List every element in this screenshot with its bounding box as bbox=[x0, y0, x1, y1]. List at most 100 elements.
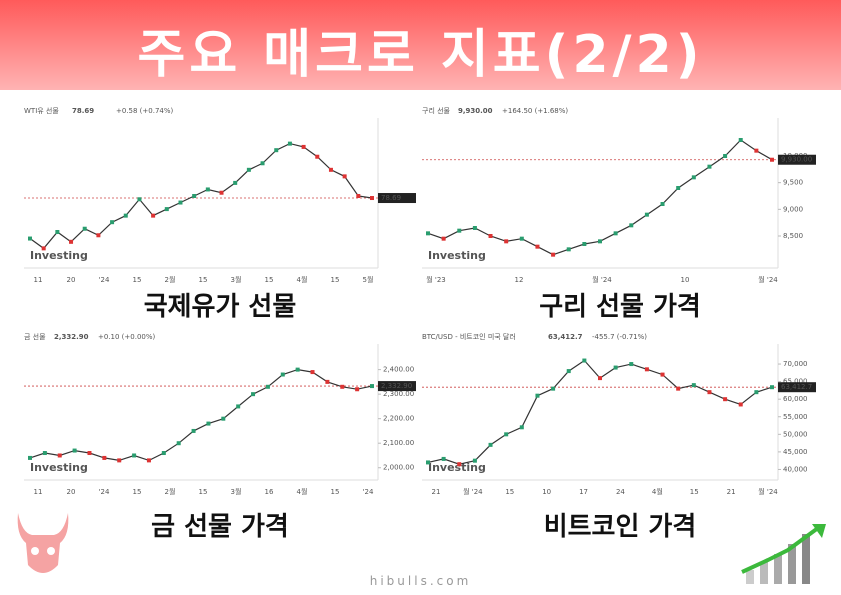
candle bbox=[613, 365, 618, 370]
chart-header: BTC/USD - 비트코인 미국 달러 bbox=[422, 332, 516, 341]
caption: 국제유가 선물 bbox=[143, 292, 297, 322]
candle bbox=[110, 220, 115, 225]
candle bbox=[287, 141, 292, 146]
x-tick-label: 월 '24 bbox=[463, 487, 483, 496]
x-tick-label: 4월 bbox=[297, 275, 308, 284]
y-tick-label: 40,000 bbox=[783, 465, 808, 473]
x-tick-label: 12 bbox=[515, 276, 524, 284]
candle bbox=[55, 230, 60, 234]
last-price-box bbox=[378, 381, 416, 392]
chart: 구리 선물 9,930.00 +164.50 (+1.68%) Investing 8,… bbox=[420, 102, 818, 286]
candle bbox=[582, 358, 587, 363]
candle bbox=[598, 239, 602, 244]
candle bbox=[164, 207, 169, 212]
x-tick-label: 월 '23 bbox=[426, 275, 446, 284]
y-tick-label: 2,400.00 bbox=[383, 366, 414, 374]
candle bbox=[370, 196, 374, 201]
chart: 금 선물 2,332.90 +0.10 (+0.00%) Investing 2,000… bbox=[22, 328, 418, 498]
x-tick-label: 11 bbox=[34, 276, 43, 284]
candle bbox=[260, 161, 265, 166]
candle bbox=[660, 202, 665, 206]
x-tick-label: 15 bbox=[133, 488, 142, 496]
candle bbox=[87, 451, 92, 456]
candle bbox=[219, 190, 224, 195]
candle bbox=[310, 370, 315, 375]
candle bbox=[192, 194, 197, 198]
candle bbox=[426, 231, 430, 236]
price: 78.69 bbox=[72, 107, 94, 115]
candle bbox=[551, 252, 556, 257]
x-tick-label: 15 bbox=[133, 276, 142, 284]
x-tick-label: 20 bbox=[67, 276, 76, 284]
candle bbox=[205, 187, 210, 192]
candle bbox=[472, 458, 477, 463]
candle bbox=[28, 455, 32, 460]
x-tick-label: 15 bbox=[265, 276, 274, 284]
candle bbox=[660, 372, 665, 377]
candle bbox=[644, 212, 649, 217]
change: +164.50 (+1.68%) bbox=[502, 107, 568, 115]
x-tick-label: 15 bbox=[199, 276, 208, 284]
candle bbox=[295, 367, 300, 372]
candle bbox=[370, 384, 374, 389]
x-tick-label: '24 bbox=[99, 488, 110, 496]
last-price-box bbox=[378, 193, 416, 204]
candle bbox=[644, 367, 649, 372]
candle bbox=[754, 390, 759, 395]
candle bbox=[519, 236, 524, 241]
price: 2,332.90 bbox=[54, 333, 89, 341]
candle bbox=[770, 157, 774, 162]
candle bbox=[629, 362, 634, 367]
x-tick-label: 3월 bbox=[231, 487, 242, 496]
y-tick-label: 70,000 bbox=[783, 360, 808, 368]
candle bbox=[265, 384, 270, 389]
candle bbox=[151, 213, 156, 218]
candle bbox=[598, 376, 602, 381]
x-tick-label: 15 bbox=[505, 488, 514, 496]
x-tick-label: 2월 bbox=[165, 275, 176, 284]
candle bbox=[723, 154, 728, 158]
chart: WTI유 선물 78.69 +0.58 (+0.74%) Investing 11 20 '… bbox=[22, 102, 418, 286]
candle bbox=[472, 226, 477, 230]
caption: 비트코인 가격 bbox=[543, 512, 697, 542]
y-tick-label: 2,000.00 bbox=[383, 464, 414, 472]
candle bbox=[82, 226, 87, 231]
chart-header: 구리 선물 bbox=[422, 106, 451, 115]
candle bbox=[707, 390, 712, 395]
x-tick-label: '24 bbox=[363, 488, 374, 496]
candle bbox=[72, 448, 77, 453]
candle bbox=[629, 223, 634, 228]
caption: 구리 선물 가격 bbox=[539, 292, 701, 322]
y-tick-label: 55,000 bbox=[783, 413, 808, 421]
watermark: Investing bbox=[428, 249, 486, 262]
candle bbox=[137, 197, 142, 202]
chart-header: 금 선물 bbox=[24, 332, 46, 341]
price-line bbox=[29, 142, 373, 250]
growth-icon bbox=[741, 524, 826, 584]
last-price-box bbox=[778, 154, 816, 165]
candle bbox=[301, 144, 306, 149]
price-line bbox=[427, 139, 773, 256]
candle bbox=[770, 385, 774, 390]
candle bbox=[535, 244, 540, 249]
candle bbox=[233, 180, 238, 185]
x-tick-label: 10 bbox=[542, 488, 551, 496]
candle bbox=[738, 402, 743, 407]
candle bbox=[457, 228, 462, 233]
candle bbox=[206, 421, 211, 426]
candle bbox=[566, 247, 571, 252]
last-price-label: 2,332.90 bbox=[381, 382, 412, 390]
candle bbox=[57, 453, 62, 458]
last-price-box bbox=[778, 382, 816, 393]
candle bbox=[707, 164, 712, 169]
candle bbox=[691, 383, 696, 388]
watermark: Investing bbox=[30, 461, 88, 474]
candle bbox=[236, 404, 241, 409]
candle bbox=[441, 456, 446, 461]
header-band bbox=[0, 0, 841, 90]
candle bbox=[340, 384, 345, 389]
candle bbox=[535, 393, 540, 398]
candle bbox=[519, 425, 524, 430]
x-tick-label: 15 bbox=[331, 276, 340, 284]
